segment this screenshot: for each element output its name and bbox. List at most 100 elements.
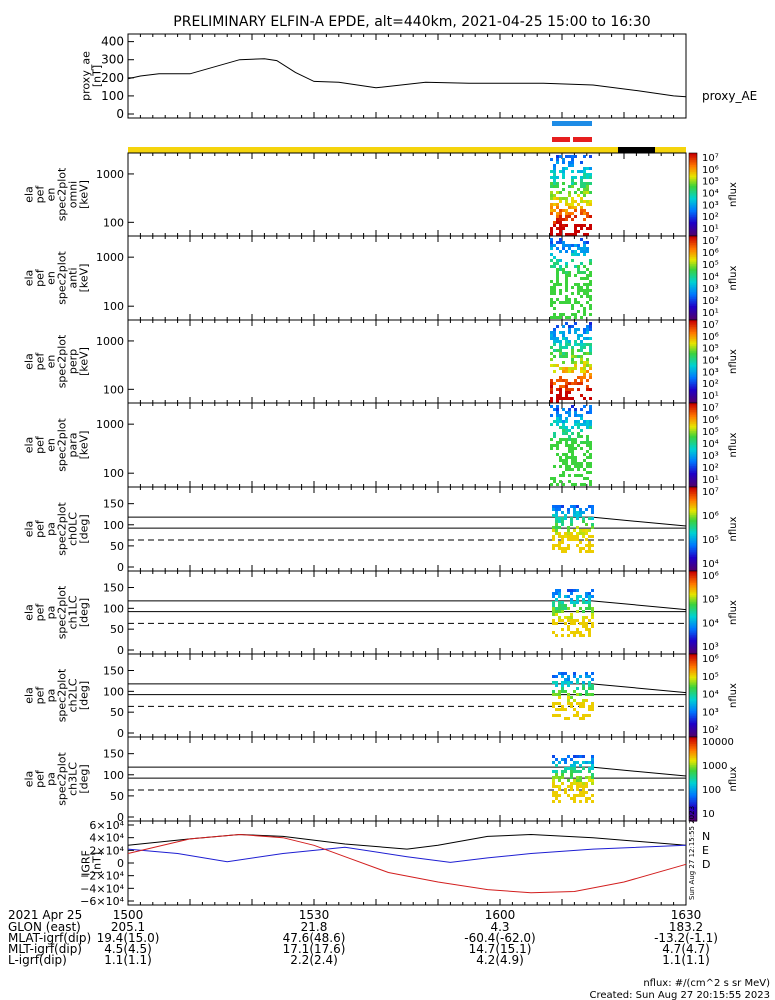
status-bars	[128, 121, 686, 153]
heatmap-cell	[558, 505, 561, 508]
heatmap-cell	[550, 388, 553, 391]
heatmap-cell	[589, 423, 592, 426]
colorbar-segment	[689, 631, 697, 634]
heatmap-cell	[571, 450, 574, 453]
heatmap-cell	[559, 438, 562, 441]
heatmap-cell	[580, 304, 583, 307]
y-tick-label: 1000	[96, 251, 124, 264]
heatmap-cell	[558, 604, 561, 607]
series-igrf-D	[127, 833, 687, 894]
heatmap-cell	[567, 595, 570, 598]
heatmap-cell	[562, 397, 565, 400]
colorbar-segment	[689, 222, 697, 225]
heatmap-cell	[573, 800, 576, 803]
y-tick-label: 100	[103, 685, 124, 698]
heatmap-cell	[580, 247, 583, 250]
colorbar-segment	[689, 237, 697, 241]
colorbar-segment	[689, 330, 697, 333]
colorbar-segment	[689, 738, 697, 742]
colorbar-segment	[689, 791, 697, 794]
colorbar-segment	[689, 678, 697, 681]
heatmap-cell	[550, 379, 553, 382]
heatmap-cell	[561, 604, 564, 607]
heatmap-cell	[571, 462, 574, 465]
heatmap-cell	[574, 200, 577, 203]
heatmap-cell	[559, 233, 562, 236]
colorbar-segment	[689, 333, 697, 337]
heatmap-cell	[583, 367, 586, 370]
colorbar-tick-label: 10³	[702, 200, 719, 211]
colorbar-segment	[689, 173, 697, 177]
heatmap-cell	[577, 343, 580, 346]
heatmap-cell	[564, 514, 567, 517]
heatmap-cell	[559, 397, 562, 400]
heatmap-cell	[574, 474, 577, 477]
colorbar-segment	[689, 595, 697, 598]
colorbar-segment	[689, 459, 697, 462]
heatmap-cell	[558, 693, 561, 696]
heatmap-cell	[561, 601, 564, 604]
heatmap-cell	[589, 259, 592, 262]
heatmap-cell	[550, 301, 553, 304]
heatmap-cell	[573, 601, 576, 604]
heatmap-cell	[559, 241, 562, 244]
heatmap-cell	[591, 511, 594, 514]
colorbar-segment	[689, 499, 697, 502]
heatmap-cell	[577, 203, 580, 206]
heatmap-cell	[564, 791, 567, 794]
heatmap-cell	[591, 687, 594, 690]
heatmap-cell	[571, 200, 574, 203]
heatmap-cell	[588, 631, 591, 634]
heatmap-cell	[589, 373, 592, 376]
heatmap-cell	[555, 508, 558, 511]
heatmap-cell	[550, 337, 553, 340]
heatmap-cell	[570, 520, 573, 523]
heatmap-cell	[553, 283, 556, 286]
colorbar-segment	[689, 509, 697, 513]
colorbar-segment	[689, 225, 697, 228]
colorbar-segment	[689, 165, 697, 168]
colorbar-tick-label: 10²	[702, 725, 719, 736]
heatmap-cell	[556, 197, 559, 200]
heatmap-cell	[567, 607, 570, 610]
colorbar-segment	[689, 220, 697, 223]
colorbar-tick-label: 10⁵	[702, 344, 719, 355]
colorbar-segment	[689, 304, 697, 307]
heatmap-cell	[568, 474, 571, 477]
heatmap-cell	[586, 301, 589, 304]
colorbar-tick-label: 10²	[702, 463, 719, 474]
heatmap-cell	[562, 247, 565, 250]
heatmap-cell	[564, 717, 567, 720]
heatmap-cell	[565, 429, 568, 432]
panel-ylabel: elapefenspec2plotomni[keV]	[23, 167, 91, 221]
heatmap-cell	[582, 714, 585, 717]
heatmap-cell	[574, 340, 577, 343]
heatmap-cell	[556, 453, 559, 456]
heatmap-cell	[556, 441, 559, 444]
heatmap-cell	[559, 259, 562, 262]
heatmap-cell	[550, 414, 553, 417]
heatmap-cell	[552, 675, 555, 678]
heatmap-cell	[583, 176, 586, 179]
heatmap-cell	[553, 420, 556, 423]
heatmap-cell	[558, 592, 561, 595]
colorbar-segment	[689, 596, 697, 600]
heatmap-cell	[571, 444, 574, 447]
y-tick-label: 0	[117, 561, 124, 574]
heatmap-cell	[555, 622, 558, 625]
colorbar-label: nflux	[728, 516, 739, 541]
heatmap-cell	[550, 238, 553, 241]
colorbar-segment	[689, 382, 697, 385]
heatmap-cell	[591, 610, 594, 613]
heatmap-cell	[565, 340, 568, 343]
heatmap-cell	[583, 247, 586, 250]
heatmap-cell	[586, 277, 589, 280]
y-tick-label: 100	[103, 467, 124, 480]
heatmap-cell	[588, 687, 591, 690]
heatmap-cell	[576, 776, 579, 779]
heatmap-cell	[579, 675, 582, 678]
colorbar-segment	[689, 213, 697, 216]
panel-ylabel: elapefenspec2plotpara[keV]	[23, 418, 91, 472]
created-note: Created: Sun Aug 27 20:15:55 2023	[590, 990, 770, 1000]
